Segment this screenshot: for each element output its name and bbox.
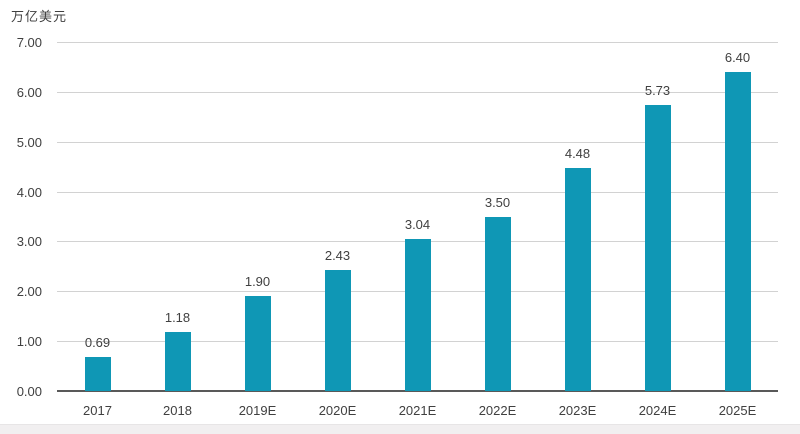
plot-area: 0.69 1.18 1.90 2.43 3.04 3.50 4.48 5.73 6.40 [57, 42, 778, 392]
x-tick-label: 2023E [558, 403, 597, 418]
x-axis-line [57, 390, 778, 392]
x-tick-label: 2017 [83, 403, 112, 418]
bar-value-label: 6.40 [724, 49, 751, 65]
bar [644, 105, 671, 391]
x-tick-label: 2022E [478, 403, 517, 418]
gridline [57, 42, 778, 43]
bar-value-label: 3.50 [484, 194, 511, 210]
y-tick-label: 1.00 [16, 334, 42, 350]
bar-value-label: 1.90 [244, 274, 271, 290]
bar-value-label: 1.18 [164, 310, 191, 326]
bar-value-label: 2.43 [324, 247, 351, 263]
bar [84, 356, 111, 391]
bar [324, 269, 351, 391]
bar [244, 296, 271, 391]
bar [404, 239, 431, 391]
bar [484, 216, 511, 391]
page-footer-strip [0, 424, 800, 434]
gridline [57, 141, 778, 143]
bar [724, 71, 751, 391]
gridline [57, 191, 778, 193]
y-axis-unit-label: 万亿美元 [11, 9, 68, 24]
bar-value-label: 0.69 [84, 334, 111, 350]
bar-value-label: 4.48 [564, 145, 591, 161]
x-tick-label: 2020E [318, 403, 357, 418]
x-tick-label: 2024E [638, 403, 677, 418]
y-tick-label: 4.00 [16, 184, 42, 200]
bar-value-label: 5.73 [644, 83, 671, 99]
bar [564, 167, 591, 391]
x-tick-label: 2019E [238, 403, 277, 418]
x-tick-label: 2025E [718, 403, 757, 418]
y-tick-label: 0.00 [16, 384, 42, 399]
x-tick-label: 2021E [398, 403, 437, 418]
y-tick-label: 7.00 [16, 35, 42, 50]
y-tick-label: 3.00 [16, 234, 42, 250]
bar [164, 332, 191, 391]
y-tick-label: 5.00 [16, 134, 42, 150]
gridline [57, 91, 778, 93]
bar-value-label: 3.04 [404, 217, 431, 233]
y-tick-label: 6.00 [16, 84, 42, 100]
y-tick-label: 2.00 [16, 284, 42, 300]
x-tick-label: 2018 [163, 403, 192, 418]
